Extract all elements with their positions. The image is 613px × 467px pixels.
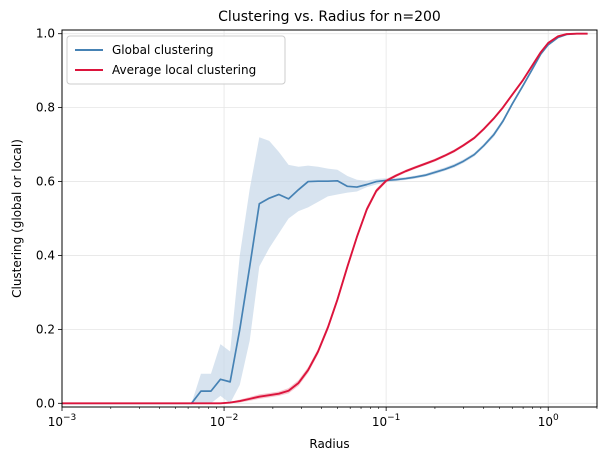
legend-box [66, 35, 286, 85]
grid-layer [61, 30, 597, 407]
plot-frame [61, 29, 598, 408]
chart-title: Clustering vs. Radius for n=200 [218, 9, 441, 25]
x-axis-label: Radius [309, 437, 349, 451]
series-1-confidence-band [62, 33, 588, 404]
band-layer [62, 33, 588, 404]
series-0-line [62, 32, 588, 405]
legend: Global clustering Average local clusterin… [66, 35, 286, 85]
legend-label-1: Average local clustering [112, 63, 256, 77]
y-tick-label: 0.8 [36, 101, 55, 115]
tick-layer: 10−3 10−2 10−1 100 0.0 0.2 0.4 0.6 0.8 1.0 [36, 27, 598, 429]
line-layer [62, 32, 588, 405]
x-tick-label: 10−1 [372, 413, 401, 429]
y-tick-label: 0.0 [36, 396, 55, 410]
legend-label-0: Global clustering [112, 43, 213, 57]
series-0-confidence-band [62, 33, 588, 404]
y-tick-label: 0.4 [36, 248, 55, 262]
series-1-line [62, 32, 588, 405]
y-tick-label: 1.0 [36, 27, 55, 41]
y-tick-label: 0.2 [36, 322, 55, 336]
y-axis-label: Clustering (global or local) [10, 139, 24, 298]
x-tick-label: 10−2 [210, 413, 239, 429]
x-tick-label: 100 [538, 413, 559, 429]
y-tick-label: 0.6 [36, 175, 55, 189]
x-tick-label: 10−3 [48, 413, 77, 429]
